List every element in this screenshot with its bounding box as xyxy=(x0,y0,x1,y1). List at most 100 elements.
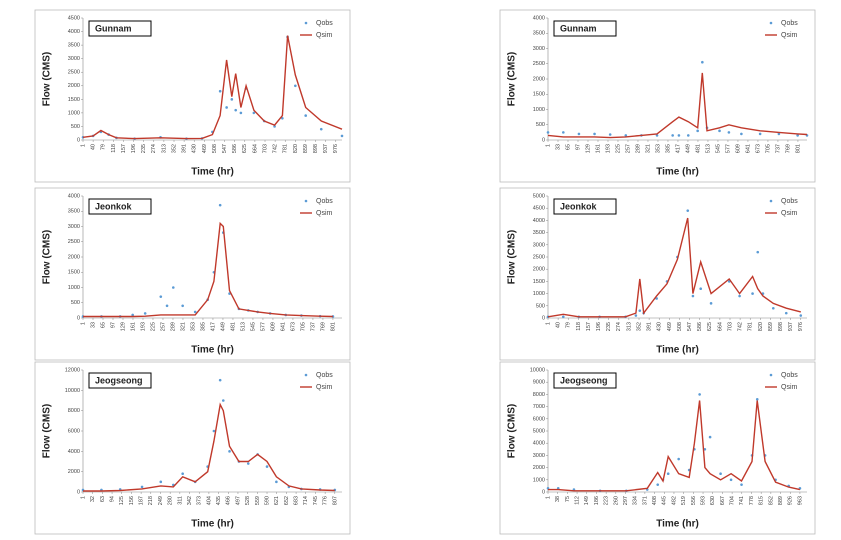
obs-point xyxy=(218,89,222,93)
x-tick-label: 852 xyxy=(768,496,774,505)
obs-point xyxy=(561,315,565,319)
x-tick-label: 33 xyxy=(90,322,96,328)
x-tick-label: 218 xyxy=(148,496,154,505)
obs-point xyxy=(265,465,269,468)
station-label: Jeogseong xyxy=(560,375,608,385)
x-tick-label: 289 xyxy=(635,144,641,153)
obs-point xyxy=(159,480,163,484)
x-tick-label: 466 xyxy=(226,496,232,505)
obs-point xyxy=(181,304,184,308)
obs-point xyxy=(740,483,743,486)
obs-point xyxy=(171,286,175,289)
sim-line xyxy=(548,400,801,492)
y-tick-label: 0 xyxy=(77,489,80,495)
x-tick-label: 125 xyxy=(119,496,125,505)
y-tick-label: 3500 xyxy=(68,209,80,215)
y-tick-label: 4000 xyxy=(68,449,80,455)
x-tick-label: 157 xyxy=(121,144,127,153)
y-tick-label: 1500 xyxy=(533,92,545,98)
x-tick-label: 545 xyxy=(715,144,721,153)
x-tick-label: 187 xyxy=(139,496,145,505)
x-tick-label: 94 xyxy=(110,496,116,502)
x-tick-label: 781 xyxy=(748,322,754,331)
y-tick-label: 1000 xyxy=(533,291,545,297)
x-tick-label: 75 xyxy=(565,496,571,502)
y-tick-label: 0 xyxy=(77,137,80,143)
x-tick-label: 32 xyxy=(90,496,96,502)
x-tick-label: 519 xyxy=(681,496,687,505)
x-tick-label: 391 xyxy=(647,322,653,331)
x-tick-label: 193 xyxy=(140,322,146,331)
x-tick-label: 559 xyxy=(255,496,261,505)
obs-point xyxy=(546,131,550,134)
x-tick-label: 334 xyxy=(633,496,639,505)
x-tick-label: 40 xyxy=(556,322,562,328)
obs-point xyxy=(718,129,721,133)
obs-point xyxy=(131,313,134,317)
legend-label: Qsim xyxy=(781,32,798,39)
x-tick-label: 186 xyxy=(594,496,600,505)
y-tick-label: 4000 xyxy=(68,193,80,199)
obs-point xyxy=(738,294,741,298)
y-tick-label: 10000 xyxy=(530,367,545,373)
obs-point xyxy=(273,125,276,128)
sim-line xyxy=(547,217,801,318)
y-tick-label: 1000 xyxy=(68,110,80,116)
x-tick-label: 373 xyxy=(197,496,203,505)
station-label: Jeogseong xyxy=(95,375,143,385)
y-tick-label: 6000 xyxy=(68,428,80,434)
obs-point xyxy=(771,306,775,310)
station-label: Gunnam xyxy=(560,23,597,33)
y-tick-label: 12000 xyxy=(65,367,80,373)
obs-point xyxy=(758,132,762,136)
y-tick-label: 4000 xyxy=(533,441,545,447)
obs-point xyxy=(304,114,308,117)
y-tick-label: 1000 xyxy=(533,107,545,113)
obs-point xyxy=(751,292,754,295)
x-tick-label: 859 xyxy=(768,322,774,331)
obs-point xyxy=(593,132,596,136)
station-box xyxy=(553,372,617,389)
x-tick-label: 769 xyxy=(320,322,326,331)
y-tick-label: 3000 xyxy=(533,453,545,459)
y-tick-label: 2000 xyxy=(533,76,545,82)
sim-line xyxy=(83,221,333,318)
y-tick-label: 0 xyxy=(542,489,545,495)
x-tick-label: 704 xyxy=(730,496,736,505)
x-tick-label: 577 xyxy=(260,322,266,331)
obs-point xyxy=(686,134,690,137)
x-tick-label: 38 xyxy=(555,496,561,502)
legend-label: Qobs xyxy=(316,372,333,379)
y-axis-label: Flow (CMS) xyxy=(507,230,518,284)
x-tick-label: 311 xyxy=(177,496,183,505)
obs-point xyxy=(638,309,642,312)
y-tick-label: 1500 xyxy=(68,270,80,276)
y-tick-label: 1500 xyxy=(68,97,80,103)
x-tick-label: 1 xyxy=(545,144,551,147)
panel-border xyxy=(34,9,351,183)
x-tick-label: 469 xyxy=(202,144,208,153)
obs-point xyxy=(796,134,799,137)
x-tick-label: 196 xyxy=(596,322,602,331)
x-tick-label: 815 xyxy=(759,496,765,505)
obs-point xyxy=(246,462,250,465)
x-tick-label: 385 xyxy=(665,144,671,153)
x-tick-label: 196 xyxy=(131,144,137,153)
x-tick-label: 745 xyxy=(313,496,319,505)
x-tick-label: 430 xyxy=(657,322,663,331)
panel-border xyxy=(34,361,351,535)
y-tick-label: 0 xyxy=(77,315,80,321)
station-label: Gunnam xyxy=(95,23,132,33)
x-tick-label: 590 xyxy=(264,496,270,505)
obs-point xyxy=(666,472,670,476)
x-tick-label: 313 xyxy=(626,322,632,331)
obs-point xyxy=(671,134,674,137)
obs-point xyxy=(691,294,695,298)
obs-point xyxy=(193,310,197,314)
x-tick-label: 63 xyxy=(100,496,106,502)
obs-point xyxy=(677,134,681,137)
x-tick-label: 342 xyxy=(187,496,193,505)
x-tick-label: 352 xyxy=(171,144,177,153)
x-tick-label: 223 xyxy=(604,496,610,505)
x-tick-label: 235 xyxy=(141,144,147,153)
